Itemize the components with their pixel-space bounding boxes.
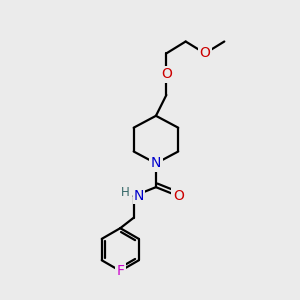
Text: O: O — [173, 189, 184, 203]
Text: F: F — [116, 264, 124, 278]
Text: N: N — [151, 156, 161, 170]
Text: N: N — [134, 189, 144, 203]
Text: O: O — [161, 67, 172, 81]
Text: H: H — [121, 186, 130, 199]
Text: O: O — [200, 46, 210, 60]
